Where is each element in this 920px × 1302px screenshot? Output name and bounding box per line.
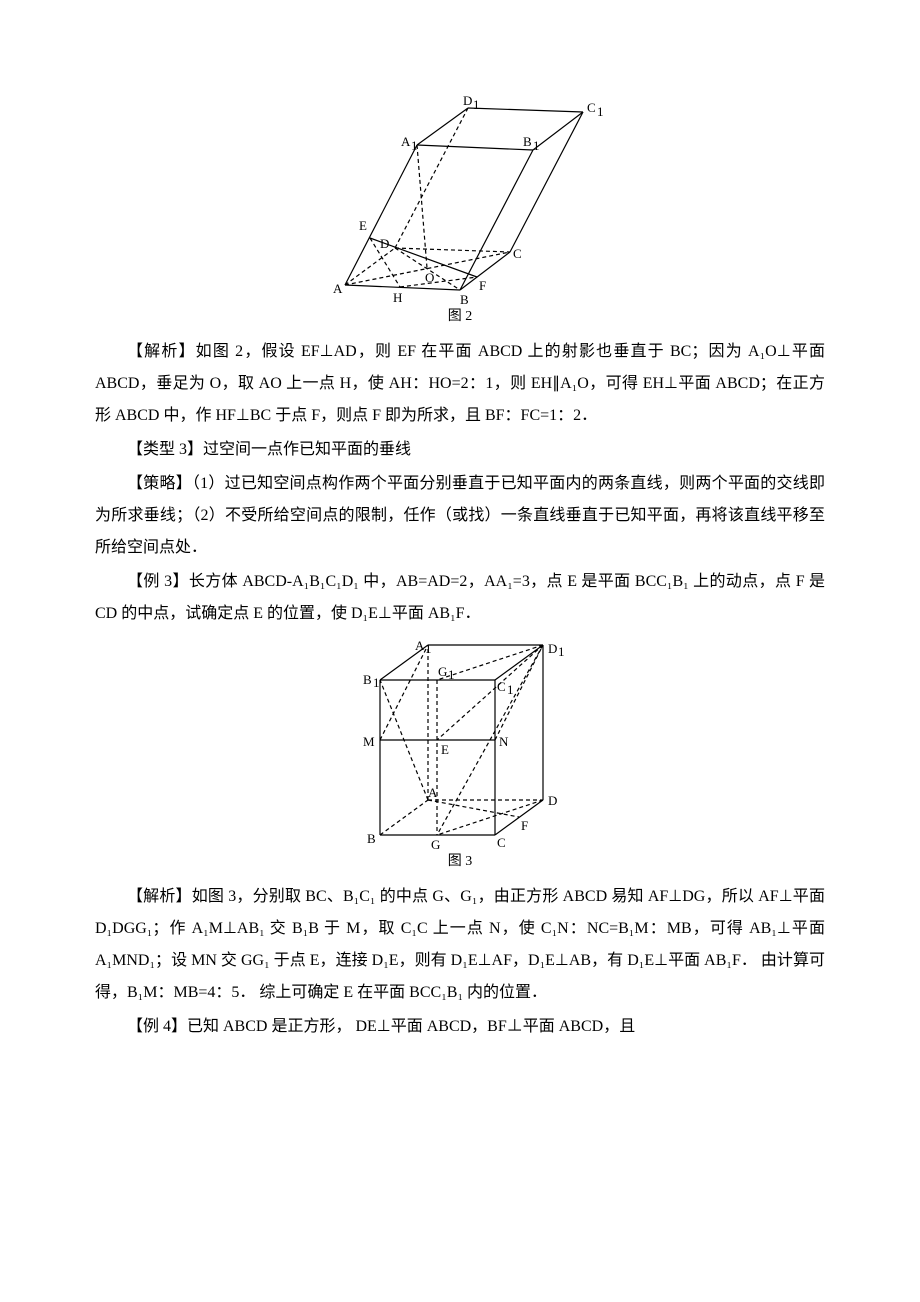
- svg-text:E: E: [359, 218, 367, 233]
- svg-text:1: 1: [507, 682, 514, 697]
- strategy-3-text: 【策略】（1）过已知空间点构作两个平面分别垂直于已知平面内的两条直线，则两个平面…: [95, 468, 825, 564]
- svg-text:E: E: [441, 742, 449, 757]
- svg-text:O: O: [425, 270, 434, 285]
- svg-text:C: C: [513, 246, 522, 261]
- figure-2-svg: D1 C1 A1 B1 E D C O F A H B: [315, 90, 605, 305]
- figure-3-svg: A1 D1 B1 C1 G1 M E N A D B F G C: [345, 640, 575, 850]
- svg-text:A: A: [333, 281, 343, 296]
- svg-text:D: D: [380, 236, 389, 251]
- svg-text:1: 1: [473, 97, 480, 112]
- figure-2-container: D1 C1 A1 B1 E D C O F A H B 图 2: [95, 90, 825, 331]
- svg-text:1: 1: [373, 675, 380, 690]
- type-3-title: 【类型 3】过空间一点作已知平面的垂线: [95, 434, 825, 466]
- analysis-2-text: 【解析】如图 2，假设 EF⊥AD，则 EF 在平面 ABCD 上的射影也垂直于…: [95, 336, 825, 432]
- svg-text:1: 1: [533, 138, 540, 153]
- svg-text:G: G: [431, 837, 440, 850]
- example-4-text: 【例 4】已知 ABCD 是正方形， DE⊥平面 ABCD，BF⊥平面 ABCD…: [95, 1011, 825, 1043]
- svg-text:D: D: [548, 793, 557, 808]
- figure-3-caption: 图 3: [95, 848, 825, 876]
- svg-text:1: 1: [448, 667, 455, 682]
- svg-text:C: C: [497, 679, 506, 694]
- svg-text:F: F: [521, 818, 528, 833]
- svg-text:M: M: [363, 734, 375, 749]
- svg-text:C: C: [497, 835, 506, 850]
- svg-text:G: G: [438, 664, 447, 679]
- svg-text:N: N: [499, 734, 509, 749]
- svg-text:A: A: [428, 785, 438, 800]
- svg-text:B: B: [363, 672, 372, 687]
- figure-2-caption: 图 2: [95, 303, 825, 331]
- svg-text:B: B: [523, 134, 532, 149]
- svg-text:1: 1: [411, 138, 418, 153]
- figure-3-container: A1 D1 B1 C1 G1 M E N A D B F G C 图 3: [95, 640, 825, 876]
- svg-text:F: F: [479, 278, 486, 293]
- svg-text:D: D: [463, 93, 472, 108]
- svg-text:D: D: [548, 641, 557, 656]
- svg-text:1: 1: [558, 644, 565, 659]
- svg-text:C: C: [587, 100, 596, 115]
- example-3-text: 【例 3】长方体 ABCD-A₁B₁C₁D₁ 中，AB=AD=2，AA₁=3，点…: [95, 566, 825, 630]
- svg-text:H: H: [393, 290, 402, 305]
- svg-text:1: 1: [425, 641, 432, 656]
- svg-text:A: A: [415, 640, 425, 653]
- svg-text:B: B: [367, 831, 376, 846]
- svg-text:A: A: [401, 134, 411, 149]
- svg-text:1: 1: [597, 104, 604, 119]
- analysis-3-text: 【解析】如图 3，分别取 BC、B₁C₁ 的中点 G、G₁，由正方形 ABCD …: [95, 881, 825, 1009]
